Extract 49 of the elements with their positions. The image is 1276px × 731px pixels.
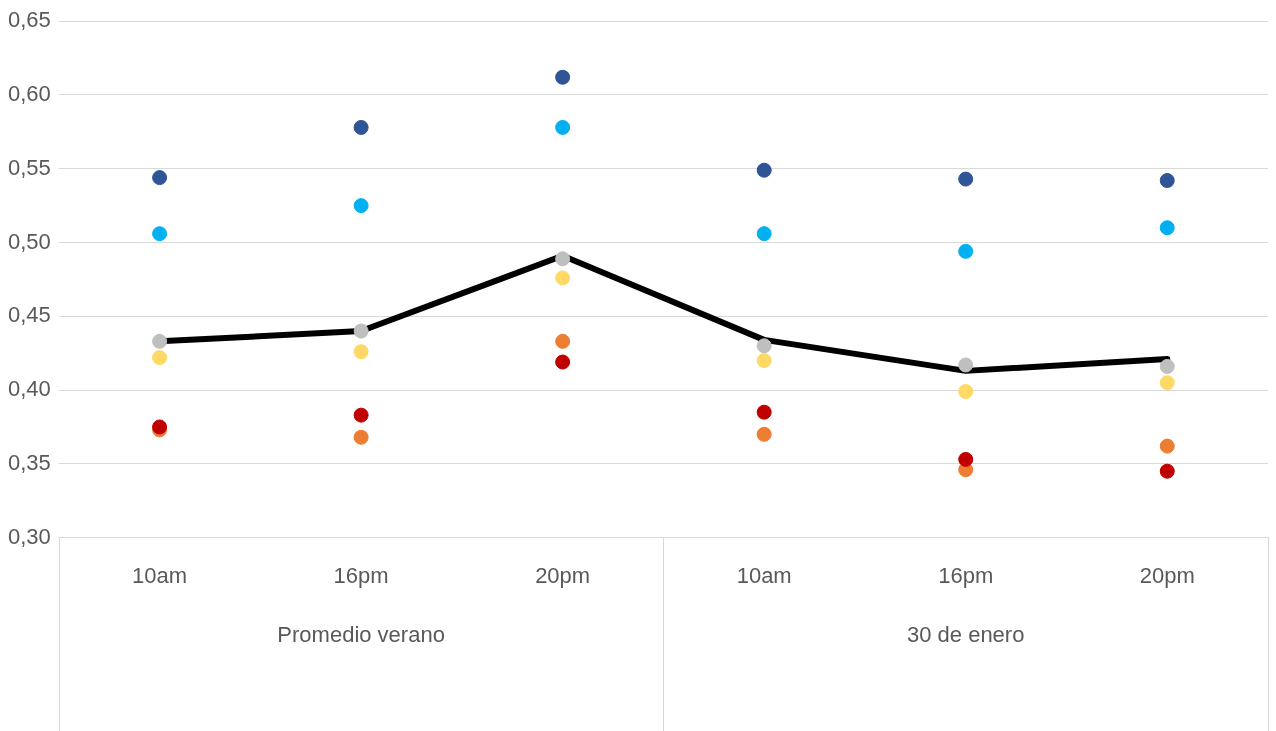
- point: [353, 429, 369, 445]
- point: [555, 251, 571, 267]
- y-tick-label: 0,40: [7, 376, 51, 402]
- point: [555, 119, 571, 135]
- point: [152, 333, 168, 349]
- point: [756, 426, 772, 442]
- x-tick-label: 20pm: [535, 562, 591, 588]
- point: [958, 243, 974, 259]
- text: 30 de enero: [906, 621, 1025, 647]
- x-tick-label: 10am: [132, 562, 188, 588]
- point: [555, 69, 571, 85]
- x-tick-label: 20pm: [1139, 562, 1195, 588]
- point: [1159, 220, 1175, 236]
- point: [555, 333, 571, 349]
- y-tick-label: 0,65: [7, 7, 51, 33]
- point: [353, 198, 369, 214]
- point: [353, 323, 369, 339]
- y-tick-label: 0,50: [7, 228, 51, 254]
- x-tick-label: 10am: [736, 562, 792, 588]
- point: [958, 171, 974, 187]
- point: [152, 226, 168, 242]
- y-tick-label: 0,60: [7, 81, 51, 107]
- y-tick-label: 0,45: [7, 302, 51, 328]
- point: [1159, 463, 1175, 479]
- point: [756, 404, 772, 420]
- point: [1159, 438, 1175, 454]
- point: [756, 338, 772, 354]
- point: [555, 354, 571, 370]
- y-tick-label: 0,35: [7, 449, 51, 475]
- point: [756, 162, 772, 178]
- point: [958, 451, 974, 467]
- x-tick-label: 16pm: [333, 562, 389, 588]
- point: [152, 170, 168, 186]
- point: [555, 270, 571, 286]
- y-tick-label: 0,55: [7, 154, 51, 180]
- point: [353, 344, 369, 360]
- y-tick-label: 0,30: [7, 523, 51, 549]
- point: [152, 350, 168, 366]
- point: [1159, 375, 1175, 391]
- text: Promedio verano: [277, 621, 445, 647]
- point: [1159, 173, 1175, 189]
- x-tick-label: 16pm: [938, 562, 994, 588]
- point: [756, 226, 772, 242]
- point: [353, 407, 369, 423]
- point: [353, 119, 369, 135]
- point: [958, 357, 974, 373]
- point: [1159, 358, 1175, 374]
- point: [756, 353, 772, 369]
- point: [958, 384, 974, 400]
